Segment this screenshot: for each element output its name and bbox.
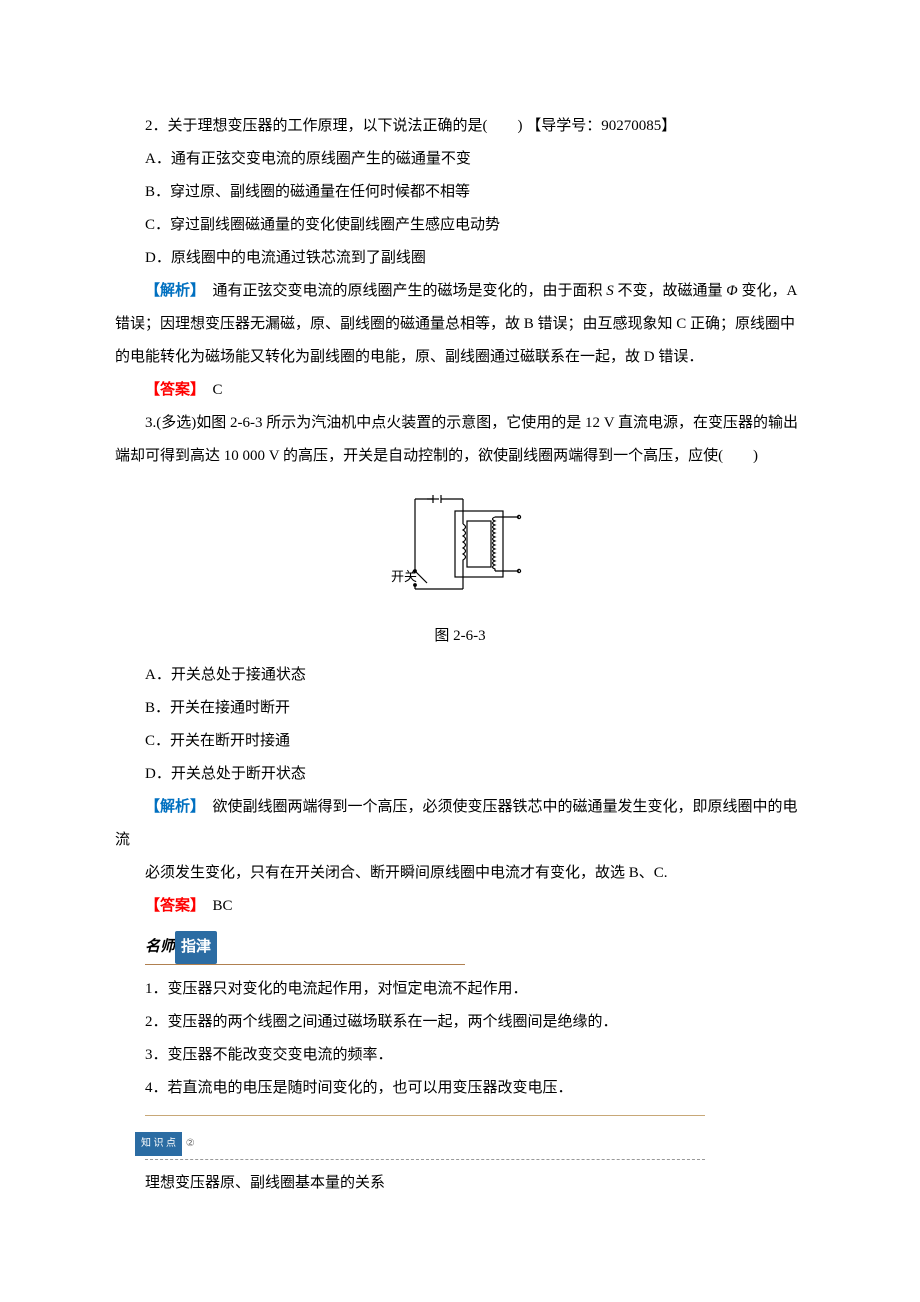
q3-option-a: A．开关总处于接通状态 [115,659,805,692]
q2-analysis: 【解析】 通有正弦交变电流的原线圈产生的磁场是变化的，由于面积 S 不变，故磁通… [115,275,805,374]
tip-item-3: 3．变压器不能改变交变电流的频率． [115,1039,805,1072]
q2-analysis-S: S [606,283,614,299]
q3-option-c: C．开关在断开时接通 [115,725,805,758]
q3-analysis-1: 【解析】 欲使副线圈两端得到一个高压，必须使变压器铁芯中的磁通量发生变化，即原线… [115,791,805,857]
tip-item-2: 2．变压器的两个线圈之间通过磁场联系在一起，两个线圈间是绝缘的． [115,1006,805,1039]
answer-label: 【答案】 [145,898,198,914]
knowledge-point-title: 理想变压器原、副线圈基本量的关系 [115,1167,805,1200]
q3-answer-value: BC [198,898,233,914]
q2-answer-value: C [198,382,223,398]
q2-analysis-p2: 不变，故磁通量 [614,283,727,299]
tips-title-prefix: 名师 [145,939,175,955]
q2-stem: 2．关于理想变压器的工作原理，以下说法正确的是( ) 【导学号：90270085… [115,110,805,143]
answer-label: 【答案】 [145,382,198,398]
q2-option-b: B．穿过原、副线圈的磁通量在任何时候都不相等 [115,176,805,209]
q3-figure-caption: 图 2-6-3 [115,620,805,653]
knowledge-point-badge: 知 识 点 [135,1132,182,1156]
analysis-label: 【解析】 [145,283,198,299]
q2-option-d: D．原线圈中的电流通过铁芯流到了副线圈 [115,242,805,275]
q2-analysis-phi: Φ [726,283,737,299]
knowledge-point-separator [145,1159,705,1161]
tips-title-badge: 指津 [175,931,217,964]
q3-analysis-p1: 欲使副线圈两端得到一个高压，必须使变压器铁芯中的磁通量发生变化，即原线圈中的电流 [115,799,798,848]
q2-analysis-p1: 通有正弦交变电流的原线圈产生的磁场是变化的，由于面积 [198,283,607,299]
analysis-label: 【解析】 [145,799,198,815]
q3-analysis-2: 必须发生变化，只有在开关闭合、断开瞬间原线圈中电流才有变化，故选 B、C. [115,857,805,890]
tips-body: 1．变压器只对变化的电流起作用，对恒定电流不起作用． 2．变压器的两个线圈之间通… [115,973,805,1105]
knowledge-point-badge-row: 知 识 点 ② [115,1126,805,1159]
q2-option-c: C．穿过副线圈磁通量的变化使副线圈产生感应电动势 [115,209,805,242]
switch-label-text: 开关 [391,569,417,584]
q3-answer: 【答案】 BC [115,890,805,923]
transformer-diagram: 开关 [385,489,535,599]
q3-diagram: 开关 [115,489,805,612]
q3-option-d: D．开关总处于断开状态 [115,758,805,791]
tips-top-rule [145,964,465,965]
q2-guide: 【导学号：90270085】 [526,118,676,134]
q2-stem-text: 2．关于理想变压器的工作原理，以下说法正确的是( ) [145,118,523,134]
tips-bottom-rule [145,1115,705,1116]
tips-header: 名师指津 [145,931,805,964]
kpoint-num: ② [186,1138,195,1149]
q2-answer: 【答案】 C [115,374,805,407]
tip-item-4: 4．若直流电的电压是随时间变化的，也可以用变压器改变电压． [115,1072,805,1105]
q3-stem: 3.(多选)如图 2-6-3 所示为汽油机中点火装置的示意图，它使用的是 12 … [115,407,805,473]
tip-item-1: 1．变压器只对变化的电流起作用，对恒定电流不起作用． [115,973,805,1006]
q3-option-b: B．开关在接通时断开 [115,692,805,725]
kpoint-badge-text: 知 识 点 [141,1138,176,1149]
q2-option-a: A．通有正弦交变电流的原线圈产生的磁通量不变 [115,143,805,176]
